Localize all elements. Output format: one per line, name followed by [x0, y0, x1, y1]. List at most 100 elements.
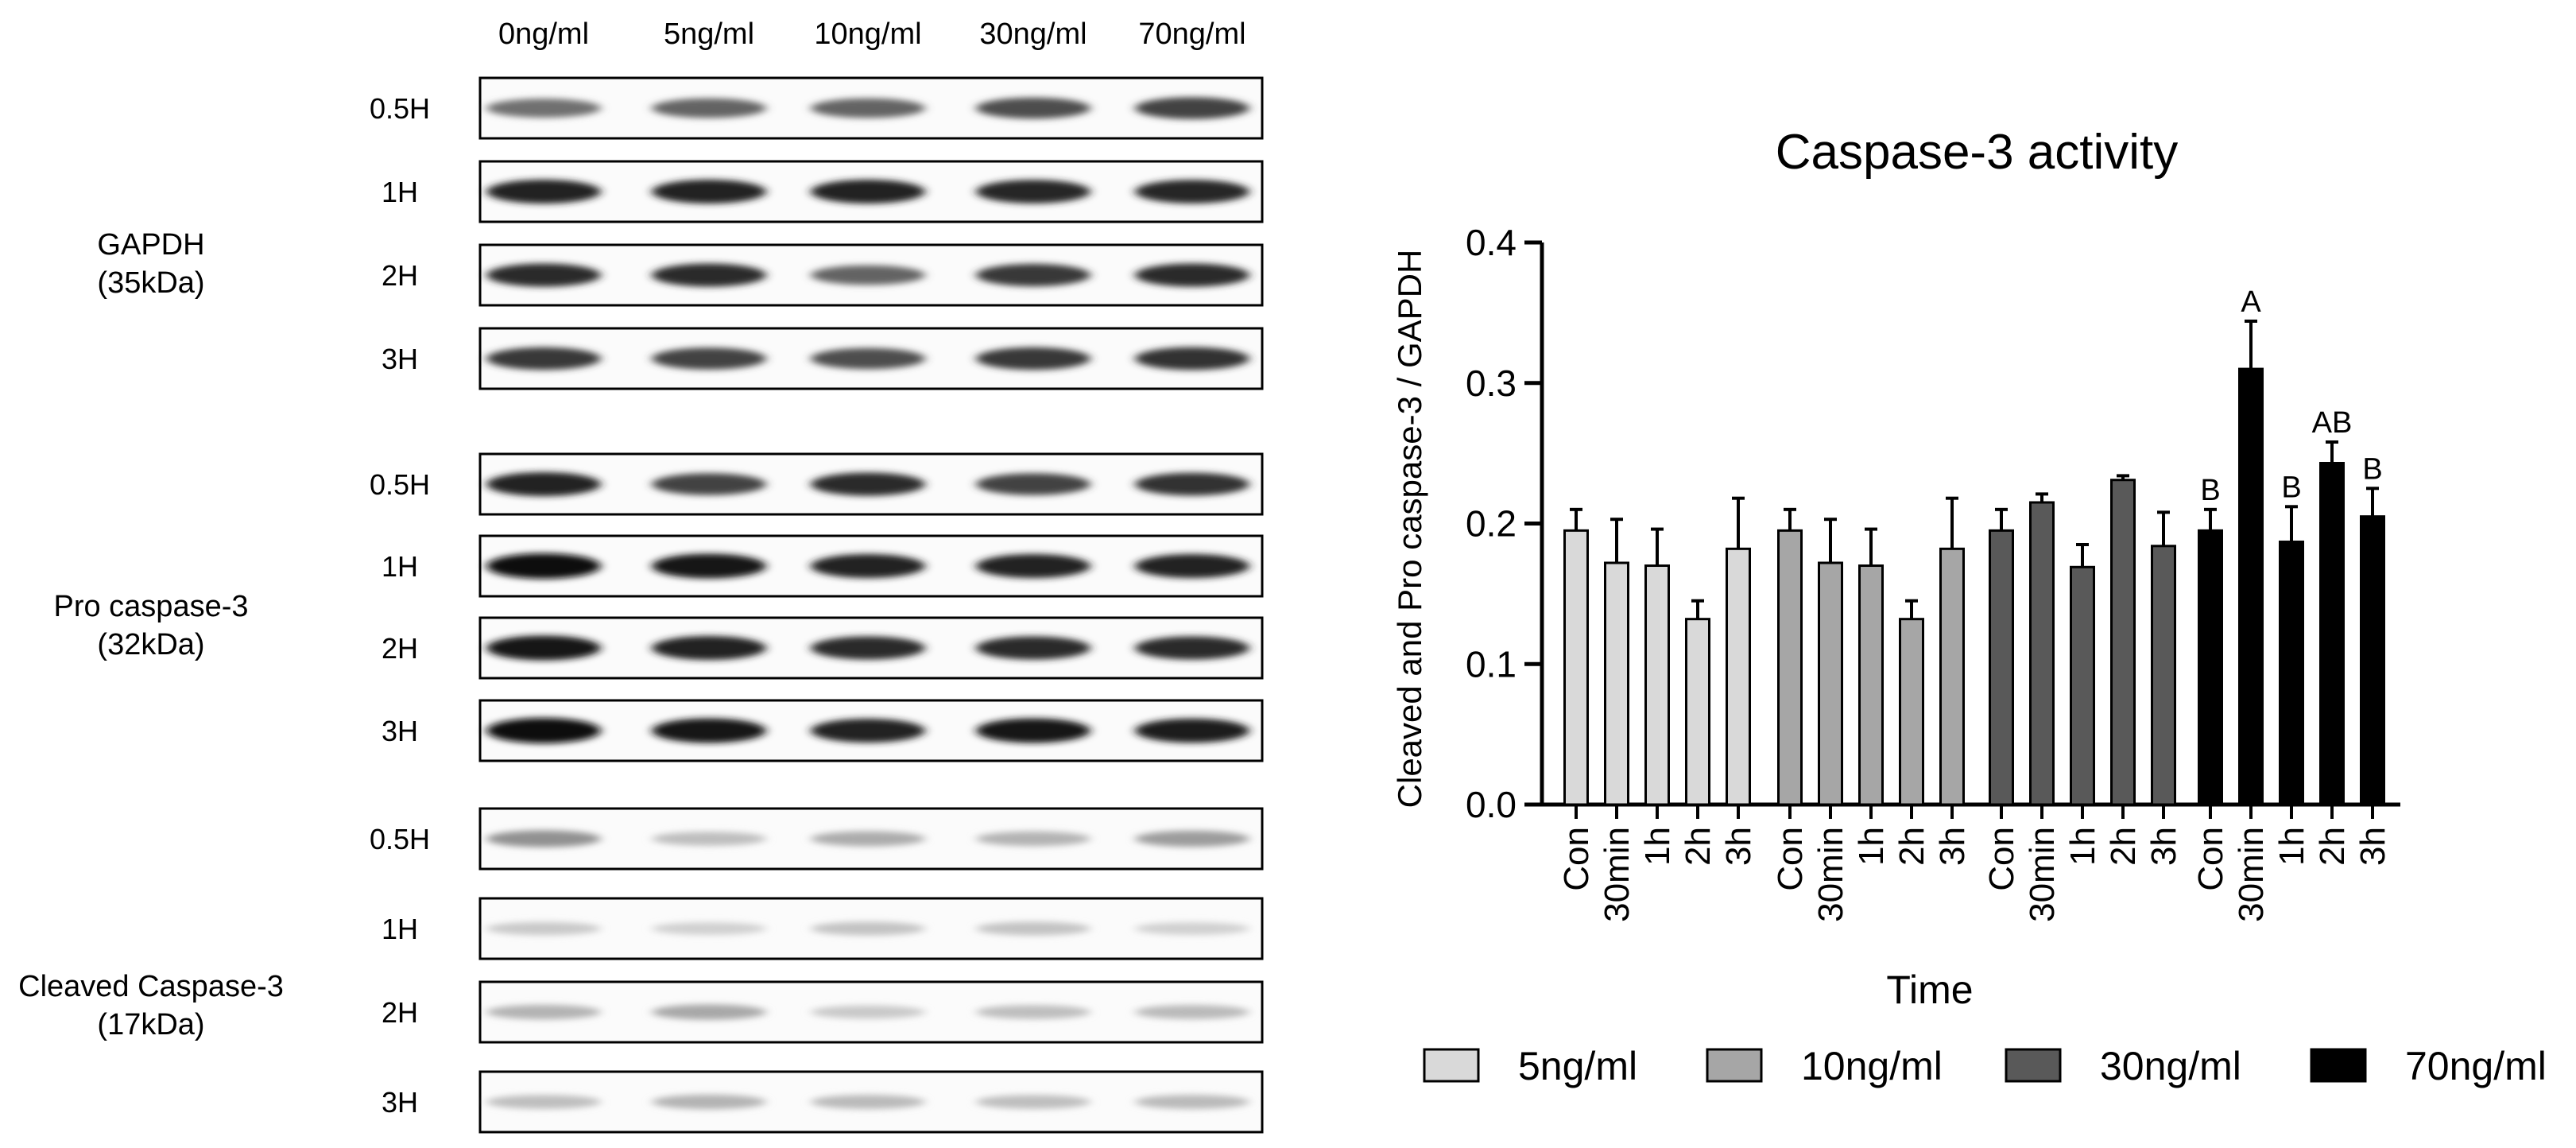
bar	[2319, 461, 2345, 806]
blot-band	[1135, 263, 1249, 287]
x-tick-label: 1h	[2272, 827, 2311, 866]
x-tick-label: 30min	[2023, 827, 2062, 922]
bar	[2360, 515, 2385, 806]
time-row-label: 0.5H	[370, 468, 430, 501]
blot-panel: Cleaved Caspase-3 (17kDa) 0.5H 1H 2H 3H	[18, 807, 1264, 1134]
bar	[1604, 561, 1629, 806]
bar-group: Con 30min 1h 2h 3h	[1557, 496, 1758, 922]
x-tick-label: 2h	[1892, 827, 1931, 866]
blot-band	[652, 921, 766, 936]
lane-label: 70ng/ml	[1138, 17, 1245, 51]
legend-item: 30ng/ml	[2005, 1044, 2241, 1088]
blot-band	[1135, 1095, 1249, 1109]
y-tick-label: 0.0	[1466, 784, 1517, 825]
blot-band	[976, 97, 1090, 119]
bar	[1777, 529, 1803, 806]
blot-band	[486, 830, 601, 847]
lane-label: 30ng/ml	[979, 17, 1087, 51]
legend-swatch	[2005, 1048, 2062, 1083]
x-tick-label: 2h	[2104, 827, 2143, 866]
panel-kda-label: (32kDa)	[97, 628, 204, 661]
time-row-label: 0.5H	[370, 92, 430, 125]
legend-label: 70ng/ml	[2405, 1044, 2547, 1088]
blot-band	[976, 1005, 1090, 1019]
bar	[2238, 367, 2264, 806]
panel-label: GAPDH	[97, 228, 204, 262]
bar	[1989, 529, 2014, 806]
blot-band	[652, 635, 766, 661]
y-tick-label: 0.2	[1466, 503, 1517, 545]
x-tick-label: 1h	[2063, 827, 2102, 866]
time-row-label: 2H	[382, 632, 418, 665]
bar	[1563, 529, 1589, 806]
bar-group: Con 30min 1h 2h 3h	[1982, 474, 2183, 922]
blot-band	[652, 832, 766, 846]
blot-band	[486, 635, 601, 661]
significance-label: A	[2241, 285, 2261, 319]
chart-title: Caspase-3 activity	[1776, 125, 2179, 180]
y-axis-label: Cleaved and Pro caspase-3 / GAPDH	[1391, 250, 1428, 809]
blot-band	[652, 179, 766, 204]
bar-group: Con B 30min A 1h B 2h AB 3h B	[2191, 285, 2392, 922]
legend-swatch	[1423, 1048, 1480, 1083]
blot-band	[976, 921, 1090, 936]
x-tick-label: 30min	[2232, 827, 2271, 922]
blot-band	[1135, 718, 1249, 743]
blot-band	[1135, 347, 1249, 370]
legend-item: 70ng/ml	[2310, 1044, 2547, 1088]
blot-band	[486, 921, 601, 936]
x-tick-label: 2h	[1679, 827, 1718, 866]
x-tick-label: Con	[2191, 827, 2230, 891]
time-row-label: 3H	[382, 343, 418, 375]
x-tick-label: Con	[1982, 827, 2021, 891]
blot-panel: GAPDH (35kDa) 0.5H 1H 2H 3H	[97, 76, 1264, 390]
y-tick-label: 0.1	[1466, 643, 1517, 685]
legend-label: 30ng/ml	[2100, 1044, 2241, 1088]
panel-kda-label: (17kDa)	[97, 1008, 204, 1041]
lane-label: 5ng/ml	[664, 17, 754, 51]
blot-band	[1135, 636, 1249, 660]
bar	[1818, 561, 1843, 806]
x-tick-label: 1h	[1638, 827, 1677, 866]
blot-band	[976, 347, 1090, 370]
lane-label: 10ng/ml	[814, 17, 921, 51]
time-row-label: 3H	[382, 715, 418, 747]
legend-label: 10ng/ml	[1801, 1044, 1943, 1088]
significance-label: AB	[2312, 406, 2353, 440]
blot-band	[976, 180, 1090, 204]
blot-band	[1135, 180, 1249, 204]
x-tick-label: 30min	[1811, 827, 1850, 922]
significance-label: B	[2281, 471, 2301, 504]
panel-label: Pro caspase-3	[53, 590, 248, 623]
lane-label: 0ng/ml	[498, 17, 589, 51]
blot-band	[652, 473, 766, 495]
blot-panel: Pro caspase-3 (32kDa) 0.5H 1H 2H 3H	[53, 452, 1264, 762]
y-tick-label: 0.4	[1466, 222, 1517, 263]
blot-lane-labels: 0ng/ml 5ng/ml 10ng/ml 30ng/ml 70ng/ml	[498, 17, 1246, 51]
blot-band	[652, 347, 766, 370]
blot-band	[976, 831, 1090, 847]
blot-band	[811, 553, 925, 579]
blot-band	[811, 921, 925, 936]
blot-band	[652, 98, 766, 118]
blot-band	[811, 1005, 925, 1019]
bar	[1858, 564, 1884, 806]
legend-swatch	[1706, 1048, 1763, 1083]
y-tick-label: 0.3	[1466, 363, 1517, 404]
blot-band	[486, 179, 601, 204]
panel-kda-label: (35kDa)	[97, 266, 204, 300]
blot-band	[1135, 1005, 1249, 1019]
blot-band	[811, 98, 925, 118]
x-tick-label: 3h	[2144, 827, 2183, 866]
time-row-label: 1H	[382, 176, 418, 208]
legend-item: 10ng/ml	[1706, 1044, 1943, 1088]
blot-band	[811, 636, 925, 660]
blot-band	[1135, 553, 1249, 579]
blot-band	[486, 718, 601, 743]
blot-band	[1135, 97, 1249, 119]
blot-band	[1135, 472, 1249, 496]
blot-band	[652, 263, 766, 287]
bar	[1939, 547, 1965, 806]
x-tick-label: 30min	[1598, 827, 1637, 922]
time-row-label: 1H	[382, 550, 418, 583]
